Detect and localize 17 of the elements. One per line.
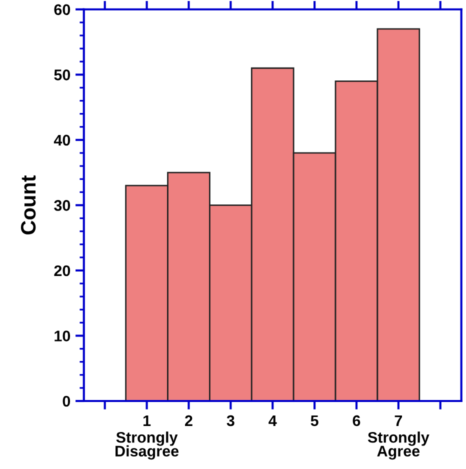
- y-tick-label: 10: [54, 330, 70, 342]
- x-tick-label: 4: [268, 415, 277, 426]
- y-tick-label: 20: [54, 265, 70, 276]
- x-tick-label: 6: [352, 415, 360, 426]
- x-tick-label: 5: [310, 415, 318, 426]
- x-tick-label: 7: [394, 415, 402, 426]
- y-tick-label: 50: [54, 70, 70, 80]
- text: Strongly Agree: [368, 432, 430, 460]
- text: Strongly Disagree: [116, 432, 179, 460]
- y-axis-title: Count: [20, 175, 36, 234]
- y-tick-label: 60: [54, 4, 70, 16]
- x-tick-label: 1: [144, 415, 151, 426]
- x-tick-label: 2: [185, 415, 192, 426]
- y-tick-label: 30: [54, 200, 70, 211]
- y-tick-label: 40: [54, 134, 70, 146]
- y-tick-label: 0: [62, 396, 70, 407]
- x-tick-label: 3: [226, 415, 234, 426]
